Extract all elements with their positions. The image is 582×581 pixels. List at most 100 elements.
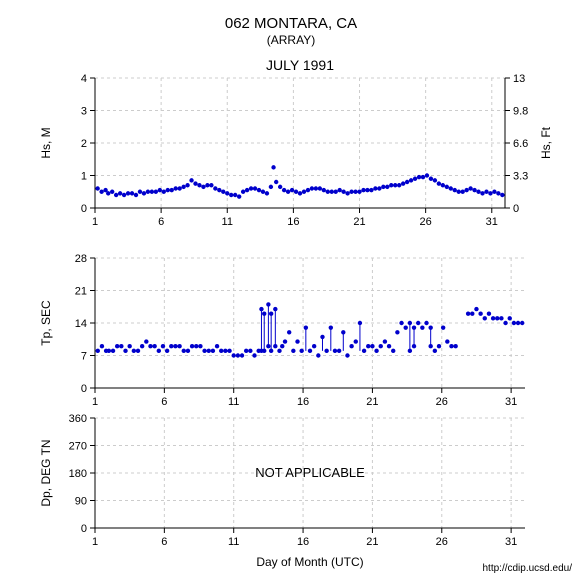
data-point (379, 344, 383, 348)
data-point (211, 349, 215, 353)
data-point (119, 344, 123, 348)
data-point (488, 191, 492, 195)
x-tick-label: 6 (161, 396, 167, 408)
data-point (333, 349, 337, 353)
data-point (118, 191, 122, 195)
data-point (330, 190, 334, 194)
data-point (252, 353, 256, 357)
data-point (503, 321, 507, 325)
data-point (457, 190, 461, 194)
data-point (241, 190, 245, 194)
data-point (433, 349, 437, 353)
data-point (283, 339, 287, 343)
data-point (408, 321, 412, 325)
data-point (269, 185, 273, 189)
data-point (314, 186, 318, 190)
data-point (412, 325, 416, 329)
y-tick-label-right: 9.8 (513, 106, 528, 118)
data-point (219, 349, 223, 353)
data-point (150, 190, 154, 194)
data-point (420, 325, 424, 329)
x-tick-label: 21 (366, 396, 378, 408)
data-point (215, 344, 219, 348)
y-tick-label: 0 (81, 383, 87, 395)
data-point (123, 349, 127, 353)
data-point (425, 173, 429, 177)
data-point (437, 344, 441, 348)
data-point (127, 344, 131, 348)
data-point (520, 321, 524, 325)
x-tick-label: 26 (436, 396, 448, 408)
data-point (453, 188, 457, 192)
data-point (99, 190, 103, 194)
x-tick-label: 16 (297, 396, 309, 408)
data-point (229, 193, 233, 197)
data-point (508, 316, 512, 320)
data-point (173, 186, 177, 190)
data-point (177, 186, 181, 190)
data-point (146, 190, 150, 194)
data-point (429, 177, 433, 181)
y-tick-label: 2 (81, 138, 87, 150)
data-point (474, 307, 478, 311)
data-point (209, 183, 213, 187)
data-point (302, 190, 306, 194)
data-point (370, 344, 374, 348)
x-tick-label: 31 (486, 216, 498, 228)
data-point (287, 330, 291, 334)
data-point (341, 190, 345, 194)
data-point (487, 312, 491, 316)
data-point (265, 191, 269, 195)
data-point (194, 344, 198, 348)
x-tick-label: 21 (366, 536, 378, 548)
data-point (308, 349, 312, 353)
x-tick-label: 31 (505, 536, 517, 548)
subtitle: (ARRAY) (267, 33, 315, 47)
data-point (142, 191, 146, 195)
y-tick-label: 270 (69, 441, 87, 453)
x-tick-label: 21 (353, 216, 365, 228)
data-point (495, 316, 499, 320)
data-point (244, 349, 248, 353)
data-point (106, 191, 110, 195)
data-point (377, 186, 381, 190)
data-point (516, 321, 520, 325)
data-point (428, 344, 432, 348)
x-tick-label: 26 (420, 216, 432, 228)
data-point (345, 191, 349, 195)
data-point (399, 321, 403, 325)
y-tick-label-right: 0 (513, 203, 519, 215)
data-point (185, 183, 189, 187)
data-point (169, 344, 173, 348)
data-point (154, 190, 158, 194)
y-tick-label: 4 (81, 73, 87, 85)
x-tick-label: 11 (228, 396, 239, 408)
x-tick-label: 26 (436, 536, 448, 548)
data-point (337, 349, 341, 353)
y-tick-label: 28 (75, 253, 87, 265)
data-point (114, 193, 118, 197)
data-point (262, 349, 266, 353)
data-point (126, 191, 130, 195)
data-point (496, 191, 500, 195)
data-point (391, 349, 395, 353)
data-point (280, 344, 284, 348)
data-point (349, 344, 353, 348)
data-point (269, 349, 273, 353)
data-point (416, 321, 420, 325)
y-axis-label: Tp, SEC (39, 300, 53, 346)
data-point (329, 325, 333, 329)
data-point (472, 188, 476, 192)
data-point (433, 178, 437, 182)
data-point (334, 190, 338, 194)
data-point (483, 316, 487, 320)
data-point (253, 186, 257, 190)
data-point (408, 349, 412, 353)
data-point (492, 190, 496, 194)
data-point (291, 349, 295, 353)
data-point (266, 344, 270, 348)
data-point (232, 353, 236, 357)
data-point (266, 302, 270, 306)
data-point (354, 339, 358, 343)
data-point (387, 344, 391, 348)
